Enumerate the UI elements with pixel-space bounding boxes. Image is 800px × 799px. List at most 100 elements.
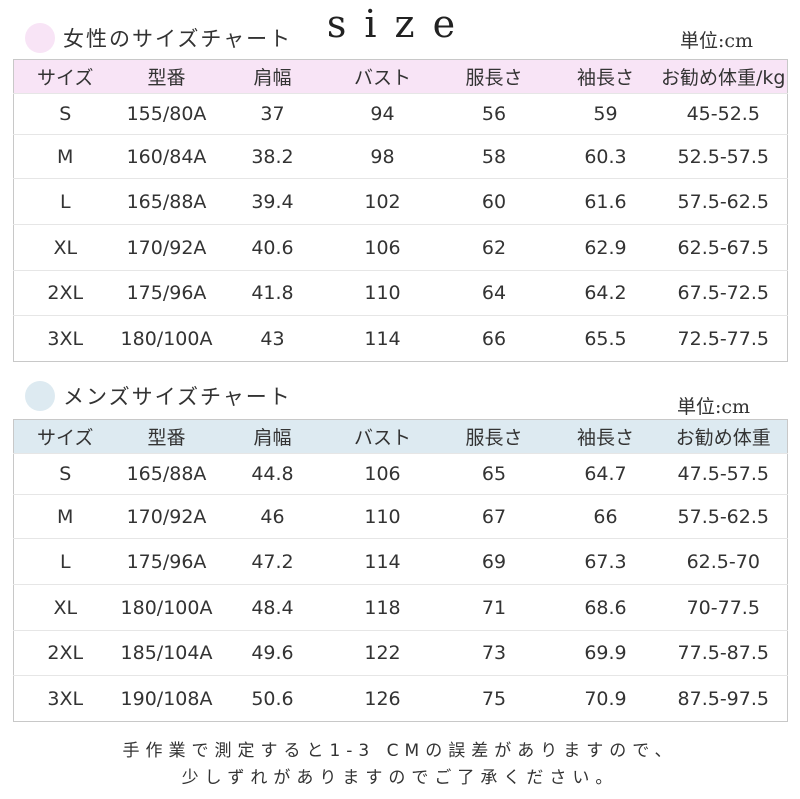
- table-cell: 155/80A: [116, 93, 217, 135]
- table-cell: 170/92A: [116, 224, 217, 271]
- table-cell: 77.5-87.5: [659, 630, 788, 676]
- table-cell: 114: [328, 538, 437, 585]
- table-cell: 62.9: [551, 224, 660, 271]
- table-cell: 64.7: [551, 453, 660, 495]
- table-cell: 69.9: [551, 630, 660, 676]
- table-cell: S: [13, 93, 117, 135]
- table-cell: 70.9: [551, 675, 660, 722]
- table-cell: 69: [436, 538, 552, 585]
- men-header-row: サイズ 型番 肩幅 バスト 服長さ 袖長さ お勧め体重: [13, 419, 788, 454]
- column-header: バスト: [353, 67, 411, 89]
- table-cell: 52.5-57.5: [659, 134, 788, 179]
- column-header: 袖長さ: [576, 67, 634, 89]
- men-table-body: S 165/88A 44.8 106 65 64.7 47.5-57.5 M 170/92A 46…: [13, 453, 788, 722]
- table-cell: 67.3: [551, 538, 660, 585]
- table-row: XL 180/100A 48.4 118 71 68.6 70-77.5: [13, 584, 788, 631]
- table-cell: 175/96A: [116, 538, 217, 585]
- table-cell: 39.4: [216, 178, 329, 225]
- table-cell: 102: [328, 178, 437, 225]
- table-cell: 71: [436, 584, 552, 631]
- table-cell: 44.8: [216, 453, 329, 495]
- table-cell: 60: [436, 178, 552, 225]
- column-header: 型番: [147, 67, 186, 89]
- table-row: M 160/84A 38.2 98 58 60.3 52.5-57.5: [13, 134, 788, 179]
- table-cell: 47.5-57.5: [659, 453, 788, 495]
- table-row: S 165/88A 44.8 106 65 64.7 47.5-57.5: [13, 453, 788, 495]
- table-cell: 73: [436, 630, 552, 676]
- table-cell: 68.6: [551, 584, 660, 631]
- table-cell: XL: [13, 224, 117, 271]
- column-header: お勧め体重: [675, 427, 771, 449]
- table-cell: M: [13, 134, 117, 179]
- table-cell: 94: [328, 93, 437, 135]
- table-row: L 175/96A 47.2 114 69 67.3 62.5-70: [13, 538, 788, 585]
- table-cell: 64.2: [551, 270, 660, 316]
- table-cell: 98: [328, 134, 437, 179]
- column-header: 肩幅: [253, 67, 292, 89]
- column-header: バスト: [353, 427, 411, 449]
- table-cell: 59: [551, 93, 660, 135]
- table-cell: 118: [328, 584, 437, 631]
- table-cell: 180/100A: [116, 315, 217, 362]
- table-cell: 165/88A: [116, 178, 217, 225]
- table-cell: 87.5-97.5: [659, 675, 788, 722]
- table-cell: 37: [216, 93, 329, 135]
- table-cell: 58: [436, 134, 552, 179]
- table-cell: 62.5-67.5: [659, 224, 788, 271]
- table-cell: 67.5-72.5: [659, 270, 788, 316]
- table-cell: 126: [328, 675, 437, 722]
- table-cell: 66: [436, 315, 552, 362]
- footer-note: 手作業で測定すると1-3 CMの誤差がありますので、 少しずれがありますのでご了…: [0, 738, 800, 792]
- table-row: 3XL 180/100A 43 114 66 65.5 72.5-77.5: [13, 315, 788, 362]
- table-cell: 65.5: [551, 315, 660, 362]
- footer-line-2: 少しずれがありますのでご了承ください。: [181, 768, 619, 788]
- table-cell: 114: [328, 315, 437, 362]
- women-size-table: サイズ 型番 肩幅 バスト 服長さ 袖長さ お勧め体重/kg S 155/80A 37 94 56 5…: [13, 59, 788, 362]
- table-cell: 75: [436, 675, 552, 722]
- women-table-body: S 155/80A 37 94 56 59 45-52.5 M 160/84A 38.2 98 58 6…: [13, 93, 788, 362]
- table-cell: 185/104A: [116, 630, 217, 676]
- table-cell: 66: [551, 494, 660, 539]
- table-cell: 57.5-62.5: [659, 494, 788, 539]
- table-cell: 70-77.5: [659, 584, 788, 631]
- table-cell: 180/100A: [116, 584, 217, 631]
- table-cell: 175/96A: [116, 270, 217, 316]
- table-cell: 165/88A: [116, 453, 217, 495]
- table-cell: 60.3: [551, 134, 660, 179]
- women-section-title: 女性のサイズチャート: [63, 27, 293, 51]
- table-cell: 160/84A: [116, 134, 217, 179]
- page-title: size: [326, 2, 474, 46]
- column-header: サイズ: [37, 427, 94, 449]
- table-cell: 64: [436, 270, 552, 316]
- table-row: 2XL 185/104A 49.6 122 73 69.9 77.5-87.5: [13, 630, 788, 676]
- column-header: 袖長さ: [576, 427, 634, 449]
- column-header: 肩幅: [253, 427, 292, 449]
- table-cell: XL: [13, 584, 117, 631]
- column-header: 服長さ: [465, 427, 523, 449]
- table-row: 2XL 175/96A 41.8 110 64 64.2 67.5-72.5: [13, 270, 788, 316]
- table-cell: 170/92A: [116, 494, 217, 539]
- table-cell: 3XL: [13, 675, 117, 722]
- women-header-row: サイズ 型番 肩幅 バスト 服長さ 袖長さ お勧め体重/kg: [13, 59, 788, 94]
- table-cell: L: [13, 178, 117, 225]
- men-section-title: メンズサイズチャート: [63, 385, 292, 409]
- women-circle-icon: [25, 23, 55, 53]
- table-cell: 62.5-70: [659, 538, 788, 585]
- table-cell: 72.5-77.5: [659, 315, 788, 362]
- table-cell: 110: [328, 494, 437, 539]
- women-section-header: 女性のサイズチャート: [25, 23, 292, 53]
- table-cell: 67: [436, 494, 552, 539]
- table-cell: 3XL: [13, 315, 117, 362]
- men-size-table: サイズ 型番 肩幅 バスト 服長さ 袖長さ お勧め体重 S 165/88A 44.8 106 65 6…: [13, 419, 788, 722]
- men-unit-label: 単位:cm: [677, 396, 751, 418]
- table-cell: 57.5-62.5: [659, 178, 788, 225]
- table-cell: 41.8: [216, 270, 329, 316]
- table-cell: 62: [436, 224, 552, 271]
- table-row: 3XL 190/108A 50.6 126 75 70.9 87.5-97.5: [13, 675, 788, 722]
- table-row: M 170/92A 46 110 67 66 57.5-62.5: [13, 494, 788, 539]
- table-cell: 122: [328, 630, 437, 676]
- table-cell: 110: [328, 270, 437, 316]
- men-circle-icon: [25, 381, 55, 411]
- table-cell: 38.2: [216, 134, 329, 179]
- table-cell: 190/108A: [116, 675, 217, 722]
